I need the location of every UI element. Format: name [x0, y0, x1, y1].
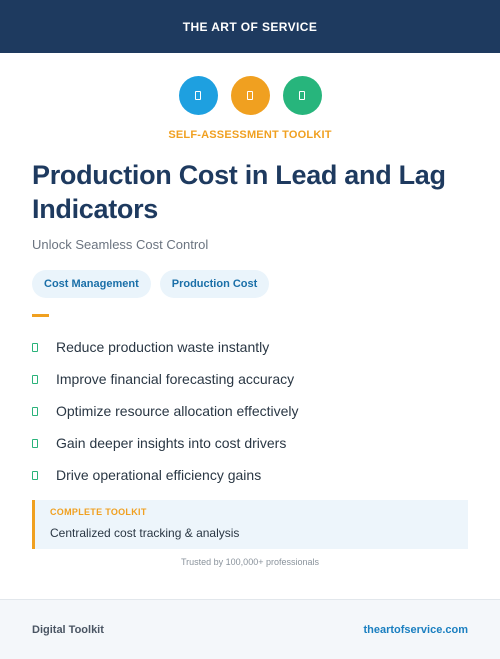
document-icon — [178, 76, 218, 115]
tag-chip[interactable]: Cost Management — [32, 270, 151, 298]
check-icon — [32, 438, 38, 448]
check-icon — [32, 470, 38, 480]
check-icon — [32, 374, 38, 384]
list-item: Gain deeper insights into cost drivers — [32, 427, 299, 459]
list-item: Improve financial forecasting accuracy — [32, 363, 299, 395]
brand-name: THE ART OF SERVICE — [182, 19, 318, 34]
document-icon — [230, 76, 270, 115]
footer-label: Digital Toolkit — [32, 623, 104, 636]
website-link[interactable]: theartofservice.com — [363, 623, 468, 636]
callout-text: Centralized cost tracking & analysis — [50, 526, 240, 540]
list-item: Optimize resource allocation effectively — [32, 395, 299, 427]
subtitle: Unlock Seamless Cost Control — [32, 237, 209, 252]
tag-chip[interactable]: Production Cost — [159, 270, 270, 298]
accent-divider — [32, 314, 49, 317]
check-icon — [32, 342, 38, 352]
callout-tag: COMPLETE TOOLKIT — [50, 507, 147, 517]
tag-list: Cost Management Production Cost — [32, 270, 270, 298]
icon-row — [0, 76, 500, 115]
benefit-text: Improve financial forecasting accuracy — [56, 371, 295, 387]
page-title: Production Cost in Lead and Lag Indicato… — [32, 160, 446, 224]
benefit-text: Gain deeper insights into cost drivers — [56, 435, 287, 451]
toolkit-callout: COMPLETE TOOLKIT Centralized cost tracki… — [32, 500, 468, 549]
benefit-text: Reduce production waste instantly — [56, 339, 270, 355]
benefit-list: Reduce production waste instantly Improv… — [32, 331, 299, 491]
document-icon — [282, 76, 322, 115]
list-item: Reduce production waste instantly — [32, 331, 299, 363]
benefit-text: Optimize resource allocation effectively — [56, 403, 299, 419]
check-icon — [32, 406, 38, 416]
header-bar: THE ART OF SERVICE — [0, 0, 500, 53]
kicker-label: SELF-ASSESSMENT TOOLKIT — [168, 129, 332, 141]
footer: Digital Toolkit theartofservice.com — [0, 599, 500, 659]
trust-statement: Trusted by 100,000+ professionals — [180, 557, 319, 567]
list-item: Drive operational efficiency gains — [32, 459, 299, 491]
benefit-text: Drive operational efficiency gains — [56, 467, 262, 483]
